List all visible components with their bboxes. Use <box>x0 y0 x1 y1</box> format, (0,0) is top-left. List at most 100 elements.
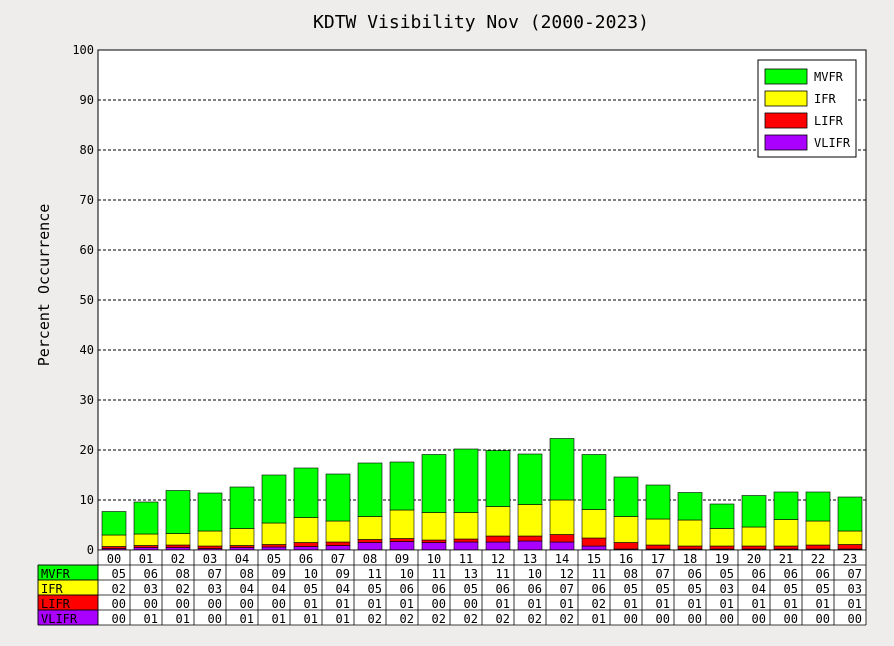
table-cell: 02 <box>560 612 574 626</box>
bar-segment-ifr <box>549 499 575 535</box>
table-row-label-vlifr: VLIFR <box>41 612 78 626</box>
table-cell: 00 <box>784 612 798 626</box>
table-cell: 01 <box>144 612 158 626</box>
bar-segment-mvfr <box>741 495 767 528</box>
table-cell: 13 <box>464 567 478 581</box>
bar-segment-lifr <box>805 544 831 550</box>
table-cell: 06 <box>496 582 510 596</box>
table-cell: 05 <box>368 582 382 596</box>
table-row-label-ifr: IFR <box>41 582 63 596</box>
x-tick-label: 00 <box>107 552 121 566</box>
bar-segment-vlifr <box>453 541 479 551</box>
x-tick-label: 02 <box>171 552 185 566</box>
x-tick-label: 23 <box>843 552 857 566</box>
bar-segment-lifr <box>741 545 767 550</box>
bar-segment-ifr <box>645 518 671 546</box>
y-tick-label: 30 <box>80 393 94 407</box>
table-cell: 01 <box>752 597 766 611</box>
x-tick-label: 08 <box>363 552 377 566</box>
table-cell: 06 <box>144 567 158 581</box>
table-cell: 01 <box>240 612 254 626</box>
bar-segment-lifr <box>485 535 511 543</box>
bar-segment-ifr <box>101 534 127 547</box>
x-tick-label: 15 <box>587 552 601 566</box>
bar-segment-ifr <box>165 533 191 546</box>
bar-segment-lifr <box>613 542 639 550</box>
bar-segment-lifr <box>293 542 319 547</box>
table-cell: 00 <box>688 612 702 626</box>
y-tick-label: 80 <box>80 143 94 157</box>
table-cell: 02 <box>464 612 478 626</box>
table-cell: 00 <box>240 597 254 611</box>
x-tick-label: 20 <box>747 552 761 566</box>
table-cell: 00 <box>464 597 478 611</box>
legend: MVFR IFR LIFR VLIFR <box>757 59 857 158</box>
bar-segment-lifr <box>837 544 863 550</box>
x-tick-label: 13 <box>523 552 537 566</box>
table-cell: 02 <box>176 582 190 596</box>
bar-segment-mvfr <box>709 503 735 529</box>
table-cell: 01 <box>336 612 350 626</box>
table-cell: 00 <box>848 612 862 626</box>
table-cell: 01 <box>336 597 350 611</box>
table-cell: 11 <box>368 567 382 581</box>
table-cell: 08 <box>176 567 190 581</box>
table-cell: 06 <box>816 567 830 581</box>
bar-segment-mvfr <box>581 454 607 510</box>
bar-segment-mvfr <box>357 462 383 517</box>
y-tick-label: 60 <box>80 243 94 257</box>
table-cell: 00 <box>624 612 638 626</box>
y-tick-label: 100 <box>72 43 94 57</box>
table-cell: 03 <box>720 582 734 596</box>
bar-segment-ifr <box>677 519 703 547</box>
table-cell: 04 <box>272 582 286 596</box>
x-tick-label: 22 <box>811 552 825 566</box>
legend-swatch-mvfr <box>764 68 808 85</box>
bar-segment-mvfr <box>133 501 159 535</box>
bar-segment-vlifr <box>517 540 543 551</box>
table-cell: 01 <box>496 597 510 611</box>
x-tick-label: 19 <box>715 552 729 566</box>
bar-segment-vlifr <box>549 541 575 551</box>
table-cell: 07 <box>656 567 670 581</box>
table-cell: 08 <box>240 567 254 581</box>
bar-segment-ifr <box>741 526 767 547</box>
bar-segment-mvfr <box>229 486 255 529</box>
x-tick-label: 01 <box>139 552 153 566</box>
y-tick-label: 90 <box>80 93 94 107</box>
bar-segment-lifr <box>325 541 351 546</box>
table-cell: 01 <box>400 597 414 611</box>
bar-segment-vlifr <box>389 541 415 551</box>
table-cell: 07 <box>848 567 862 581</box>
bar-segment-ifr <box>421 512 447 541</box>
bar-segment-ifr <box>325 520 351 543</box>
bar-segment-lifr <box>165 544 191 548</box>
bar-segment-mvfr <box>517 453 543 505</box>
table-cell: 02 <box>432 612 446 626</box>
bar-segment-vlifr <box>357 542 383 551</box>
table-cell: 01 <box>176 612 190 626</box>
bar-segment-mvfr <box>549 438 575 501</box>
data-table: 00 01 02 03 04 05 06 07 08 09 10 11 12 13 14 15 16 17 18 19… <box>37 549 867 626</box>
table-cell: 01 <box>592 612 606 626</box>
table-cell: 04 <box>240 582 254 596</box>
bar-segment-ifr <box>293 517 319 543</box>
table-cell: 01 <box>272 612 286 626</box>
table-cell: 05 <box>112 567 126 581</box>
bar-segment-ifr <box>805 520 831 546</box>
table-cell: 10 <box>400 567 414 581</box>
table-cell: 02 <box>528 612 542 626</box>
bar-segment-ifr <box>197 530 223 547</box>
bar-segment-lifr <box>581 537 607 547</box>
legend-label-ifr: IFR <box>814 92 836 106</box>
table-cell: 00 <box>208 597 222 611</box>
table-cell: 10 <box>528 567 542 581</box>
table-cell: 06 <box>432 582 446 596</box>
table-cell: 01 <box>624 597 638 611</box>
bar-segment-ifr <box>517 504 543 537</box>
table-cell: 08 <box>624 567 638 581</box>
table-cell: 10 <box>304 567 318 581</box>
bar-segment-lifr <box>261 544 287 548</box>
bar-segment-mvfr <box>773 491 799 520</box>
